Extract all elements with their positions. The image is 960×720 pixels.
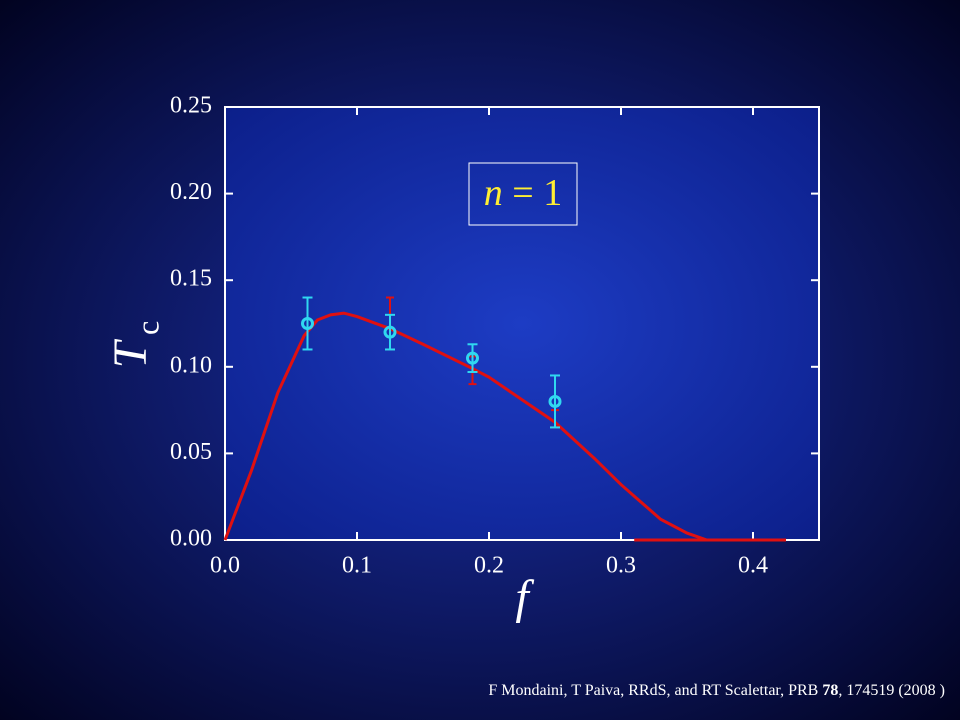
annotation-box <box>468 162 578 226</box>
y-tick-label: 0.25 <box>170 93 212 119</box>
x-tick-label: 0.4 <box>738 553 768 579</box>
footer: F Mondaini, T Paiva, RRdS, and RT Scalet… <box>488 682 945 699</box>
footer-text: , 174519 (2008 ) <box>838 682 945 699</box>
x-tick-label: 0.2 <box>474 553 504 579</box>
x-tick-label: 0.1 <box>342 553 372 579</box>
plot-area <box>224 106 820 541</box>
y-tick-label: 0.05 <box>170 439 212 465</box>
y-tick-label: 0.15 <box>170 266 212 292</box>
data-point <box>383 325 397 339</box>
x-tick-label: 0.0 <box>210 553 240 579</box>
annotation-var: n <box>484 172 503 214</box>
y-axis-label: T <box>104 338 157 368</box>
x-tick-label: 0.3 <box>606 553 636 579</box>
annotation-text: = 1 <box>503 172 562 214</box>
footer-volume: 78 <box>822 682 838 699</box>
y-tick-label: 0.00 <box>170 526 212 552</box>
y-tick-label: 0.20 <box>170 179 212 205</box>
curve <box>223 311 708 542</box>
y-tick-label: 0.10 <box>170 352 212 378</box>
data-point <box>548 394 562 408</box>
y-axis-label-sub: c <box>129 321 165 335</box>
y-axis-label-group: T c <box>104 321 165 369</box>
footer-text: F Mondaini, T Paiva, RRdS, and RT Scalet… <box>488 682 822 699</box>
annotation: n = 1 <box>484 172 562 214</box>
data-point <box>301 317 314 330</box>
data-point <box>466 351 479 365</box>
